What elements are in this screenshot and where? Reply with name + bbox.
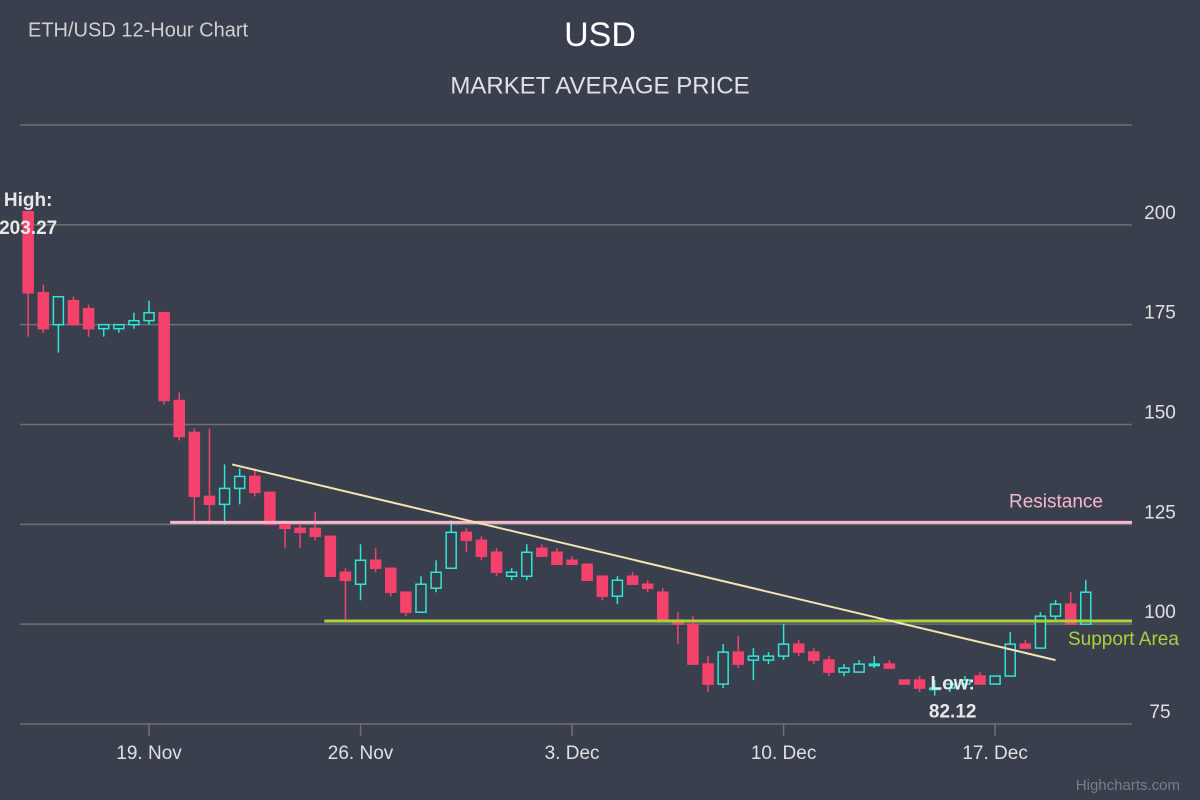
resistance-label: Resistance [1009,491,1103,512]
candle-body [279,523,291,530]
candle-body [460,531,473,542]
annotation-label: Low: [931,674,975,695]
annotation-value: 82.12 [929,702,977,723]
candle-body [1034,615,1047,649]
candle-body [762,655,775,661]
y-tick-label: 100 [1144,602,1176,623]
candle-body [218,487,231,506]
candle-body [294,527,306,534]
chart-caption: ETH/USD 12-Hour Chart [28,19,249,41]
candle-body [22,211,34,294]
candle-body [626,575,639,585]
candle-body [913,679,926,689]
y-tick-label: 175 [1144,303,1176,324]
candle-body [445,531,457,570]
candle-body [596,575,609,597]
candle-body [808,651,820,661]
candle-body [551,551,563,566]
candle-body [264,491,276,526]
candle-body [656,591,669,621]
candle-body [566,559,578,566]
annotation-label: High: [4,190,53,211]
candle-body [490,551,503,574]
candle-body [385,567,397,593]
support-label: Support Area [1068,629,1179,650]
candle-body [1004,643,1016,677]
candle-body [158,311,170,402]
candle-body [1064,603,1077,625]
y-tick-label: 125 [1144,502,1176,523]
candle-body [898,679,911,685]
chart-title: USD [564,16,636,54]
candle-body [581,563,593,581]
candle-body [747,655,760,661]
candle-body [400,591,412,613]
candle-body [505,571,518,577]
candle-body [520,551,533,577]
candle-body [52,295,65,326]
candle-body [792,643,805,653]
candle-body [641,583,654,589]
x-tick-label: 19. Nov [116,743,182,764]
chart-subtitle: MARKET AVERAGE PRICE [450,72,749,99]
credit: Highcharts.com [1076,777,1180,794]
candle-body [97,323,110,330]
x-tick-label: 17. Dec [962,743,1027,764]
candle-body [944,683,956,689]
candle-body [324,535,337,577]
candle-body [188,431,201,498]
x-tick-label: 26. Nov [328,743,394,764]
candle-body [249,475,261,494]
candle-body [128,319,140,326]
candle-body [143,311,155,322]
candle-body [1080,591,1092,625]
candle-body [354,559,367,585]
candle-body [974,675,986,685]
candle-body [717,651,729,685]
candle-body [838,667,850,673]
candle-body [82,307,95,330]
candle-body [369,559,382,570]
candle-body [732,651,745,665]
candle-body [853,663,865,673]
candle-body [173,399,185,438]
candle-body [415,583,427,613]
y-tick-label: 75 [1149,702,1170,723]
candle-body [868,663,880,667]
candle-body [1049,603,1062,617]
candle-body [823,659,835,673]
candle-body [37,291,50,330]
candle-body [611,579,624,597]
candle-body [536,547,548,558]
candle-body [989,675,1001,685]
candle-body [113,323,125,330]
y-tick-label: 200 [1144,203,1176,224]
candle-body [1019,643,1032,649]
candle-body [883,663,896,669]
candle-body [203,495,216,506]
candle-body [777,643,790,657]
candle-body [339,571,352,581]
trendline [231,463,1056,662]
candle-body [430,571,442,589]
candle-body [67,299,80,326]
candle-body [233,475,246,490]
candle-body [928,687,941,691]
candle-body [687,623,699,665]
y-tick-label: 150 [1144,403,1176,424]
candle-body [475,539,488,558]
x-tick-label: 3. Dec [545,743,600,764]
x-tick-label: 10. Dec [751,743,816,764]
candle-body [959,679,971,685]
candle-body [309,527,321,538]
annotation-value: 203.27 [0,218,57,239]
candle-body [702,663,714,685]
